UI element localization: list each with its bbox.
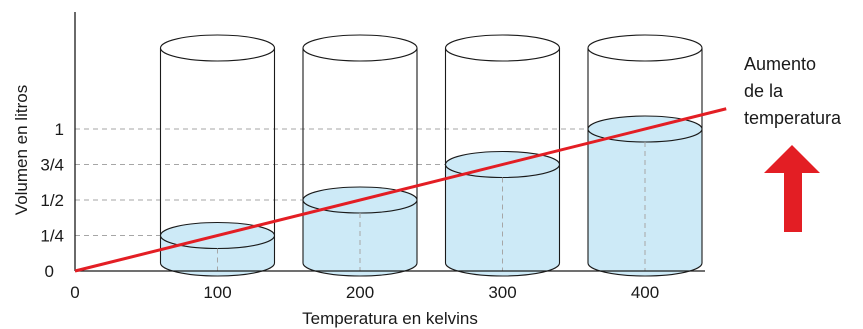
cylinder-top bbox=[159, 34, 276, 62]
cylinder-bottom bbox=[159, 262, 276, 277]
cylinder-bottom bbox=[302, 262, 418, 277]
x-tick-label: 400 bbox=[631, 283, 659, 302]
annotation-text: Aumento de la temperatura bbox=[744, 54, 842, 128]
y-tick-label: 3/4 bbox=[40, 156, 64, 175]
y-tick-label: 1/2 bbox=[40, 191, 64, 210]
liquid-body bbox=[445, 164, 560, 276]
cylinder-200 bbox=[302, 34, 418, 277]
liquid-body bbox=[588, 129, 702, 276]
x-tick-label: 300 bbox=[488, 283, 516, 302]
cylinders bbox=[159, 34, 703, 277]
annotation-line-3: temperatura bbox=[744, 108, 842, 128]
annotation-line-2: de la bbox=[744, 81, 784, 101]
cylinder-400 bbox=[587, 34, 703, 277]
up-arrow-icon bbox=[764, 145, 820, 232]
cylinder-bottom bbox=[444, 262, 561, 277]
cylinder-bottom bbox=[587, 262, 703, 277]
x-tick-label: 100 bbox=[203, 283, 231, 302]
y-tick-label: 1 bbox=[55, 120, 64, 139]
trend-line bbox=[74, 107, 727, 273]
y-tick-label: 1/4 bbox=[40, 227, 64, 246]
x-tick-label: 200 bbox=[346, 283, 374, 302]
liquid-body bbox=[303, 200, 417, 276]
tick-labels: 0 1/4 1/2 3/4 1 0 100 200 300 400 bbox=[40, 120, 659, 302]
x-tick-label: 0 bbox=[70, 283, 79, 302]
y-tick-label: 0 bbox=[45, 262, 54, 281]
annotation-line-1: Aumento bbox=[744, 54, 816, 74]
cylinder-top bbox=[444, 34, 561, 62]
cylinder-top bbox=[302, 34, 418, 62]
trend-line-segment bbox=[74, 107, 727, 273]
axes bbox=[74, 12, 705, 272]
x-axis-label: Temperatura en kelvins bbox=[302, 309, 478, 328]
cylinder-top bbox=[587, 34, 703, 62]
y-axis-label: Volumen en litros bbox=[12, 85, 31, 215]
cylinder-100 bbox=[159, 34, 276, 277]
